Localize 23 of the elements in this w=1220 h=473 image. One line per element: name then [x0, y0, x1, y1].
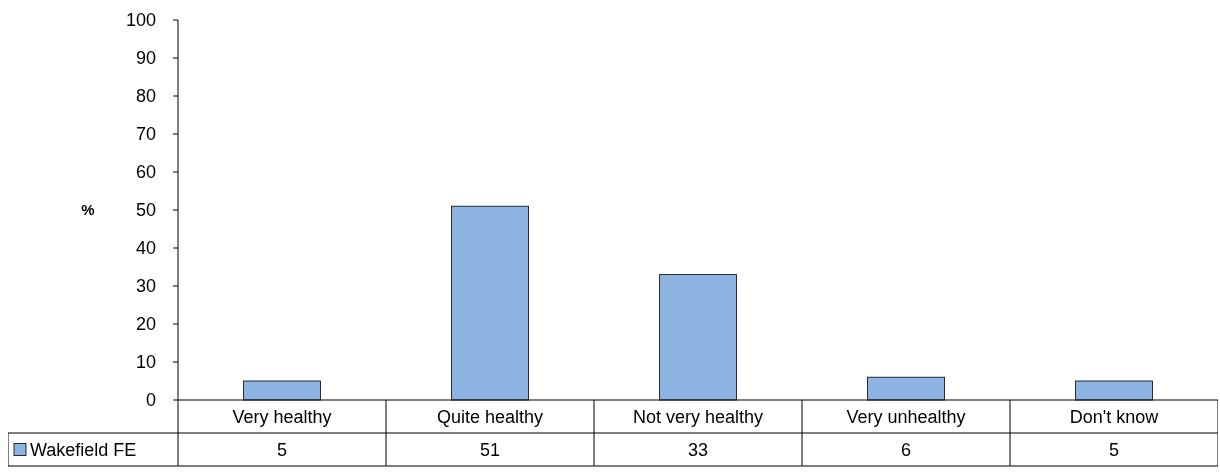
- y-tick-label: 30: [135, 276, 156, 297]
- x-tick-label: Very unhealthy: [846, 406, 966, 427]
- legend-label: Wakefield FE: [30, 439, 137, 460]
- x-tick-label: Don't know: [1069, 406, 1160, 427]
- x-tick-label: Quite healthy: [436, 406, 544, 427]
- y-tick-label: 40: [135, 238, 156, 259]
- x-tick-label: Very healthy: [232, 406, 332, 427]
- data-label: 33: [687, 439, 709, 460]
- y-tick-label: 80: [135, 86, 156, 107]
- y-tick-label: 10: [135, 352, 156, 373]
- data-label: 6: [900, 439, 912, 460]
- data-label: 51: [479, 439, 501, 460]
- data-label: 5: [1108, 439, 1120, 460]
- y-tick-label: 90: [135, 48, 156, 69]
- y-tick-label: 0: [145, 390, 156, 411]
- y-axis-title: %: [81, 201, 95, 219]
- y-tick-label: 100: [125, 10, 156, 31]
- data-label: 5: [276, 439, 288, 460]
- y-tick-label: 50: [135, 200, 156, 221]
- x-tick-label: Not very healthy: [632, 406, 764, 427]
- y-tick-label: 60: [135, 162, 156, 183]
- y-tick-label: 70: [135, 124, 156, 145]
- y-tick-label: 20: [135, 314, 156, 335]
